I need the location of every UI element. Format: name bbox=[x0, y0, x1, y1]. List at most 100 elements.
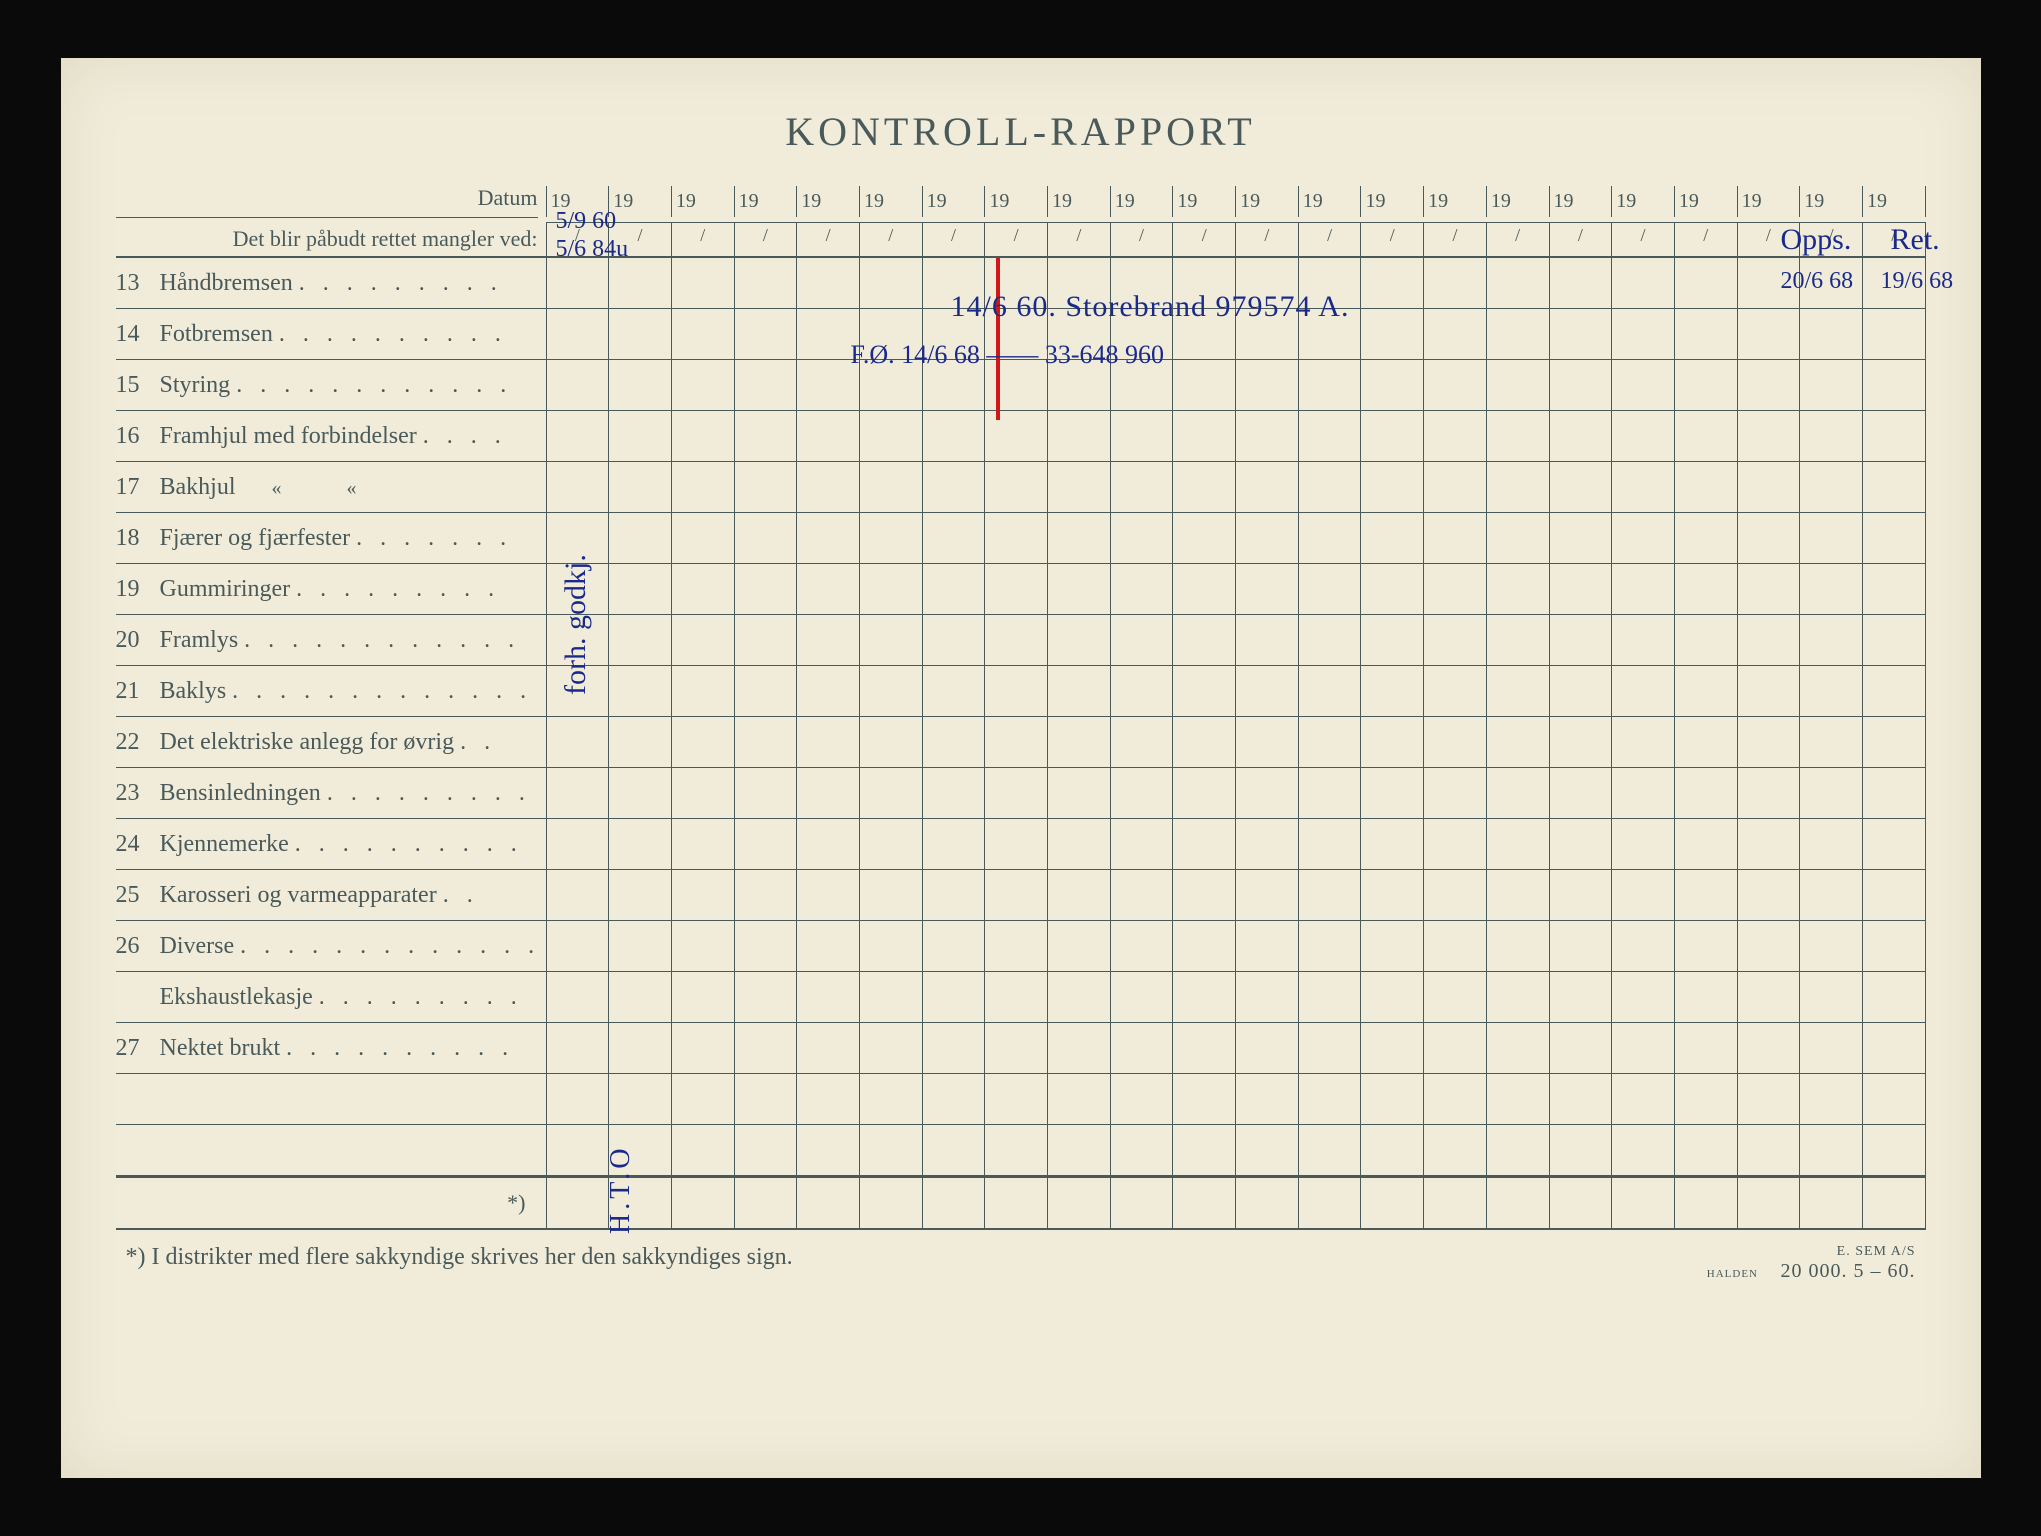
row-text: Håndbremsen . . . . . . . . . bbox=[160, 270, 538, 297]
grid-cell bbox=[734, 411, 797, 461]
grid-cell bbox=[1298, 666, 1361, 716]
grid-cell bbox=[1799, 768, 1862, 818]
footer-grid-cell bbox=[1674, 1178, 1737, 1228]
grid-cell bbox=[859, 666, 922, 716]
row-label: 24Kjennemerke . . . . . . . . . . bbox=[116, 819, 546, 869]
grid-cell bbox=[1298, 870, 1361, 920]
grid-cell bbox=[1298, 1125, 1361, 1175]
row-grid bbox=[546, 819, 1926, 869]
grid-cell bbox=[734, 309, 797, 359]
grid-cell bbox=[1235, 1023, 1298, 1073]
year-cell: 19 bbox=[922, 186, 985, 217]
grid-cell bbox=[608, 1023, 671, 1073]
grid-cell bbox=[984, 921, 1047, 971]
grid-cell bbox=[796, 870, 859, 920]
grid-cell bbox=[1862, 1125, 1926, 1175]
grid-cell bbox=[734, 258, 797, 308]
grid-cell bbox=[796, 462, 859, 512]
grid-cell bbox=[859, 615, 922, 665]
row-label: 15Styring . . . . . . . . . . . . bbox=[116, 360, 546, 410]
grid-cell bbox=[859, 819, 922, 869]
row-grid bbox=[546, 462, 1926, 512]
grid-cell bbox=[671, 819, 734, 869]
year-cell: 19 bbox=[1674, 186, 1737, 217]
grid-cell bbox=[1862, 972, 1926, 1022]
grid-cell bbox=[608, 819, 671, 869]
grid-cell bbox=[984, 666, 1047, 716]
grid-cell bbox=[922, 513, 985, 563]
grid-cell bbox=[546, 666, 609, 716]
grid-cell bbox=[922, 921, 985, 971]
grid-cell bbox=[1110, 972, 1173, 1022]
row-text: Gummiringer . . . . . . . . . bbox=[160, 576, 538, 603]
grid-cell bbox=[984, 717, 1047, 767]
grid-cell bbox=[1674, 513, 1737, 563]
grid-cell bbox=[546, 411, 609, 461]
grid-cell bbox=[608, 615, 671, 665]
grid-cell bbox=[1172, 411, 1235, 461]
grid-cell bbox=[984, 870, 1047, 920]
grid-cell bbox=[1298, 717, 1361, 767]
footer-grid-cell bbox=[671, 1178, 734, 1228]
grid-cell bbox=[859, 870, 922, 920]
footer-grid-cell bbox=[1799, 1178, 1862, 1228]
grid-cell bbox=[1737, 1125, 1800, 1175]
grid-cell bbox=[734, 921, 797, 971]
grid-cell bbox=[984, 360, 1047, 410]
grid-cell bbox=[1172, 921, 1235, 971]
grid-cell bbox=[546, 768, 609, 818]
grid-cell bbox=[1360, 564, 1423, 614]
grid-cell bbox=[984, 1125, 1047, 1175]
row-number: 14 bbox=[116, 321, 160, 348]
grid-cell bbox=[1172, 819, 1235, 869]
grid-cell bbox=[1110, 666, 1173, 716]
year-cell: 19 bbox=[1549, 186, 1612, 217]
row-label: Ekshaustlekasje . . . . . . . . . bbox=[116, 972, 546, 1022]
grid-cell bbox=[1423, 564, 1486, 614]
grid-cell bbox=[1360, 666, 1423, 716]
grid-cell bbox=[1862, 615, 1926, 665]
grid-cell bbox=[1674, 819, 1737, 869]
grid-cell bbox=[546, 462, 609, 512]
grid-cell bbox=[796, 921, 859, 971]
grid-cell bbox=[1486, 717, 1549, 767]
footer-grid-cell bbox=[1611, 1178, 1674, 1228]
grid-cell bbox=[1611, 819, 1674, 869]
grid-cell bbox=[1360, 462, 1423, 512]
footer-grid-cell bbox=[859, 1178, 922, 1228]
grid-cell bbox=[796, 666, 859, 716]
table-row bbox=[116, 1074, 1926, 1125]
grid-cell bbox=[1799, 564, 1862, 614]
grid-cell bbox=[608, 309, 671, 359]
footer-grid-cell bbox=[1298, 1178, 1361, 1228]
grid-cell bbox=[1235, 309, 1298, 359]
grid-cell bbox=[1235, 615, 1298, 665]
row-number: 20 bbox=[116, 627, 160, 654]
table-row bbox=[116, 1125, 1926, 1176]
grid-cell bbox=[1737, 360, 1800, 410]
grid-cell bbox=[546, 1023, 609, 1073]
row-number: 23 bbox=[116, 780, 160, 807]
grid-cell bbox=[1423, 615, 1486, 665]
grid-cell bbox=[1360, 258, 1423, 308]
grid-cell bbox=[1486, 972, 1549, 1022]
grid-cell bbox=[1110, 309, 1173, 359]
grid-cell bbox=[546, 513, 609, 563]
year-cell: 19 bbox=[1235, 186, 1298, 217]
row-grid bbox=[546, 309, 1926, 359]
grid-cell bbox=[1799, 360, 1862, 410]
grid-cell bbox=[1360, 717, 1423, 767]
grid-cell bbox=[608, 513, 671, 563]
grid-cell bbox=[859, 717, 922, 767]
grid-cell bbox=[1611, 1023, 1674, 1073]
row-number: 16 bbox=[116, 423, 160, 450]
year-cell: 19 bbox=[1110, 186, 1173, 217]
grid-cell bbox=[1737, 309, 1800, 359]
grid-cell bbox=[1486, 1023, 1549, 1073]
grid-cell bbox=[1110, 564, 1173, 614]
grid-cell bbox=[1674, 258, 1737, 308]
grid-cell bbox=[1172, 513, 1235, 563]
footer-grid-cell bbox=[796, 1178, 859, 1228]
slash-cell: / bbox=[1360, 222, 1423, 256]
grid-cell bbox=[796, 972, 859, 1022]
